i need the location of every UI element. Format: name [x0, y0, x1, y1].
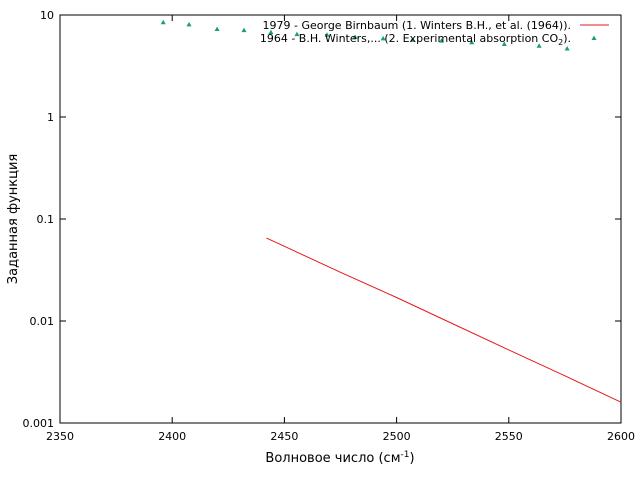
data-point [268, 29, 274, 35]
data-point [469, 39, 475, 45]
x-label-tail: ) [409, 451, 414, 466]
y-tick-label: 1 [47, 111, 54, 124]
x-tick-label: 2350 [46, 430, 74, 443]
y-tick-label: 0.01 [30, 315, 55, 328]
y-tick-label: 0.1 [37, 213, 55, 226]
x-tick-label: 2600 [607, 430, 635, 443]
series-line [266, 237, 622, 403]
y-tick-label: 10 [40, 9, 54, 22]
legend-key [591, 35, 597, 40]
data-point [324, 32, 330, 37]
legend-text: 1979 - George Birnbaum (1. Winters B.H.,… [263, 19, 571, 32]
x-axis-label: Волновое число (см-1) [265, 450, 414, 466]
data-point [214, 26, 220, 31]
data-point [536, 43, 542, 48]
legend-sub: 2 [558, 38, 563, 47]
data-point [352, 34, 358, 39]
legend-tail: ). [563, 32, 571, 45]
plot-border [59, 14, 622, 424]
x-tick-label: 2450 [270, 430, 298, 443]
data-point [438, 38, 444, 43]
data-point [501, 41, 507, 46]
data-point [380, 35, 386, 41]
x-label-text: Волновое число (см [265, 451, 400, 466]
data-point [160, 19, 166, 25]
legend-text: 1964 - B.H. Winters,... (2. Experimental… [260, 32, 559, 45]
y-tick-label: 0.001 [23, 417, 55, 430]
x-tick-label: 2400 [158, 430, 186, 443]
legend-label: 1964 - B.H. Winters,... (2. Experimental… [260, 32, 571, 47]
data-point [409, 37, 415, 42]
y-axis-label: Заданная функция [6, 154, 21, 284]
data-point [186, 21, 192, 27]
x-tick-label: 2500 [383, 430, 411, 443]
x-label-sup: -1 [401, 450, 410, 460]
data-point [294, 31, 300, 37]
x-tick-label: 2550 [495, 430, 523, 443]
data-point [564, 45, 570, 51]
legend-label: 1979 - George Birnbaum (1. Winters B.H.,… [263, 19, 571, 32]
data-point [241, 27, 247, 33]
